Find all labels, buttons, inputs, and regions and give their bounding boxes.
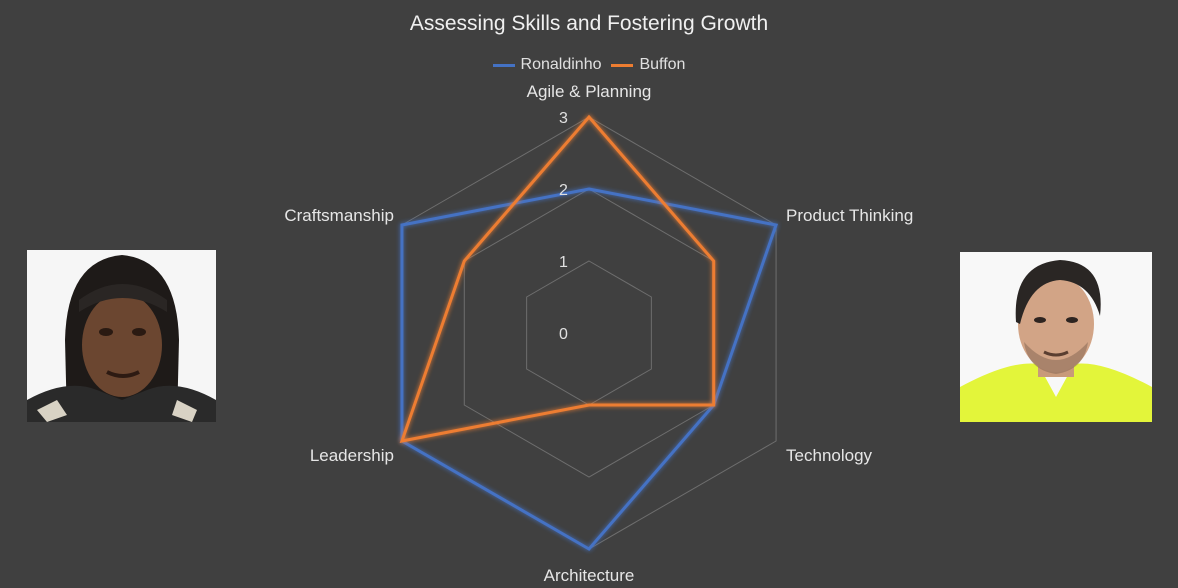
legend-item-ronaldinho[interactable]: Ronaldinho <box>492 56 602 74</box>
legend-swatch-ronaldinho <box>492 63 515 67</box>
axis-label-craftsmanship: Craftsmanship <box>284 206 394 225</box>
grid-ring-3 <box>401 116 777 550</box>
legend-label-ronaldinho: Ronaldinho <box>520 56 602 73</box>
tick-label-2: 2 <box>559 182 568 199</box>
axis-label-product-thinking: Product Thinking <box>786 206 913 225</box>
grid-ring-2 <box>463 188 715 478</box>
axis-label-leadership: Leadership <box>310 446 394 465</box>
axis-label-technology: Technology <box>786 446 873 465</box>
axis-label-agile-planning: Agile & Planning <box>527 82 652 101</box>
chart-title: Assessing Skills and Fostering Growth <box>409 12 769 35</box>
legend-swatch-buffon <box>611 63 634 67</box>
buffon-portrait-icon <box>960 252 1152 422</box>
series-line-ronaldinho <box>400 187 779 551</box>
grid-ring-1 <box>526 260 652 406</box>
legend-label-buffon: Buffon <box>639 56 686 73</box>
tick-label-3: 3 <box>559 110 568 127</box>
tick-label-0: 0 <box>559 326 568 343</box>
legend: Ronaldinho Buffon <box>0 56 1178 74</box>
ronaldinho-portrait-icon <box>27 250 216 422</box>
axis-label-architecture: Architecture <box>544 566 635 585</box>
tick-label-1: 1 <box>559 254 568 271</box>
legend-item-buffon[interactable]: Buffon <box>611 56 685 74</box>
series-line-buffon <box>399 114 716 443</box>
